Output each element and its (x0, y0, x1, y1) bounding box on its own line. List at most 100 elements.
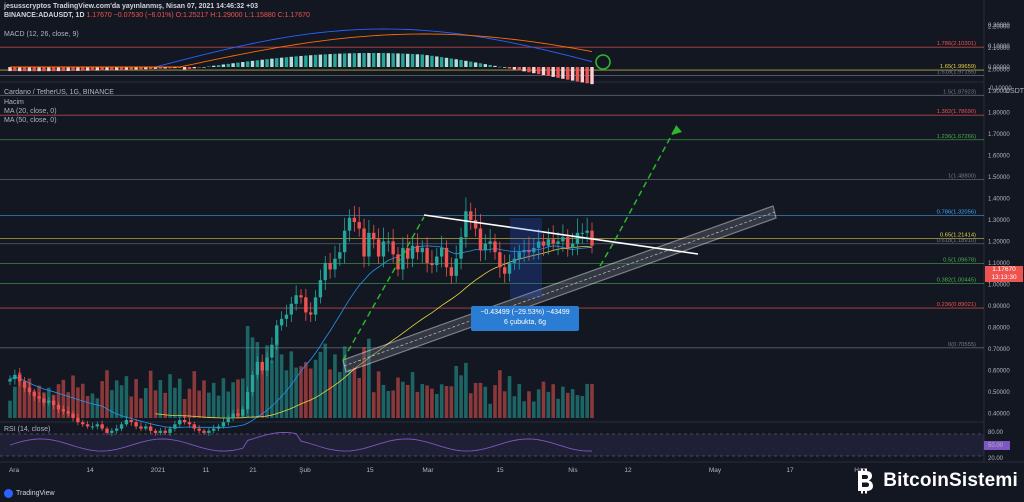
channel-midline (343, 211, 776, 367)
tradingview-logo[interactable]: TradingView (4, 489, 55, 498)
macd-histogram-bar (372, 53, 376, 67)
volume-bar (8, 400, 12, 418)
candle-body (556, 241, 560, 244)
volume-bar (420, 383, 425, 418)
y-tick-label: 1.60000 (988, 153, 1010, 159)
candles[interactable] (8, 197, 594, 436)
axes: 2.20000 2.10000 2.00000 1.90000 1.80000 1.700… (9, 23, 1012, 474)
macd-histogram-bar (168, 67, 172, 69)
macd-histogram-bar (134, 67, 138, 70)
volume-bar (158, 380, 163, 418)
volume-bar (32, 390, 37, 418)
candle-body (473, 219, 478, 229)
y-tick-label: 2.10000 (988, 46, 1010, 52)
candle-body (61, 409, 66, 412)
volume-bar (396, 377, 400, 418)
volume-bar (168, 374, 172, 418)
volume-bar (76, 387, 80, 418)
volume-bar (551, 384, 555, 418)
volume-bar (507, 376, 512, 418)
candle-body (241, 409, 245, 416)
y-tick-label: 1.80000 (988, 110, 1010, 116)
volume-bar (381, 384, 386, 418)
macd-histogram-bar (76, 67, 80, 71)
candle-body (527, 250, 531, 253)
y-tick-label: 1.90000 (988, 89, 1010, 95)
macd-label[interactable]: MACD (12, 26, close, 9) (4, 31, 79, 38)
fib-label: 1.5(1.87923) (943, 89, 976, 95)
indicator-ma50[interactable]: MA (50, close, 0) (4, 117, 57, 124)
volume-bar (444, 386, 449, 418)
fib-label: 0.786(1.32056) (937, 210, 976, 216)
volume-bar (294, 367, 298, 418)
macd-histogram-bar (512, 67, 517, 70)
macd-histogram-bar (275, 58, 279, 67)
x-tick-label: 11 (203, 467, 210, 474)
volume-bar (405, 384, 410, 418)
candle-body (439, 247, 444, 257)
volume-bar (449, 386, 454, 418)
candle-body (299, 295, 303, 298)
y-tick-label: 1.40000 (988, 196, 1010, 202)
volume-bar (139, 398, 143, 418)
candle-body (488, 241, 492, 244)
x-tick-label: 14 (86, 467, 94, 474)
x-tick-label: 2021 (151, 467, 166, 474)
candle-body (415, 245, 420, 253)
rsi-pane[interactable] (0, 432, 1010, 457)
macd-histogram-bar (255, 60, 260, 67)
macd-histogram-bar (304, 55, 308, 67)
candle-body (163, 430, 167, 433)
macd-histogram-bar (541, 67, 546, 76)
macd-histogram-bar (498, 66, 502, 68)
candle-body (449, 267, 454, 276)
candle-body (323, 262, 327, 281)
macd-histogram-bar (493, 65, 497, 67)
macd-histogram-bar (309, 55, 313, 67)
candle-body (148, 426, 153, 431)
currency-label: USDT (1005, 88, 1024, 95)
volume-bar (56, 384, 61, 418)
macd-histogram-bar (536, 67, 541, 75)
indicator-ma20[interactable]: MA (20, close, 0) (4, 108, 57, 115)
volume-bar (274, 341, 279, 418)
fib-levels: 1.786(2.10301) 1.65(1.99659)1.618(1.97155… (0, 41, 984, 349)
volume-bar (173, 387, 177, 418)
tradingview-icon (4, 489, 13, 498)
macd-histogram-bar (585, 67, 589, 84)
candle-body (173, 424, 177, 429)
volume-bar (590, 383, 594, 418)
volume-bar (270, 360, 274, 418)
macd-histogram-bar (173, 67, 177, 69)
volume-bar (532, 401, 536, 418)
volume-bar (536, 389, 541, 418)
volume-bar (488, 403, 492, 418)
macd-histogram-bar (333, 53, 337, 67)
macd-histogram-bar (391, 53, 395, 67)
candle-body (236, 413, 240, 416)
macd-histogram-bar (517, 67, 521, 71)
candle-body (512, 258, 517, 263)
volume-bar (163, 392, 167, 418)
candle-body (376, 239, 381, 257)
volume-bar (66, 392, 70, 418)
rsi-label[interactable]: RSI (14, close) (4, 426, 51, 433)
candle-body (342, 230, 347, 253)
candle-body (168, 428, 172, 433)
macd-histogram-bar (8, 67, 12, 72)
main-title: Cardano / TetherUS, 1G, BINANCE (4, 89, 114, 96)
candle-body (352, 217, 357, 223)
fib-label: 0.65(1.21414) (940, 232, 976, 238)
candle-body (265, 357, 269, 371)
candle-body (536, 241, 541, 248)
volume-bar (473, 383, 478, 418)
volume-bar (13, 386, 17, 418)
indicator-volume[interactable]: Hacim (4, 99, 24, 106)
macd-histogram-bar (56, 67, 61, 72)
candle-body (275, 325, 279, 345)
macd-histogram-bar (187, 67, 192, 69)
macd-pane[interactable] (8, 28, 611, 85)
y-tick-label: 0.50000 (988, 390, 1010, 396)
volume-bar (342, 346, 347, 418)
